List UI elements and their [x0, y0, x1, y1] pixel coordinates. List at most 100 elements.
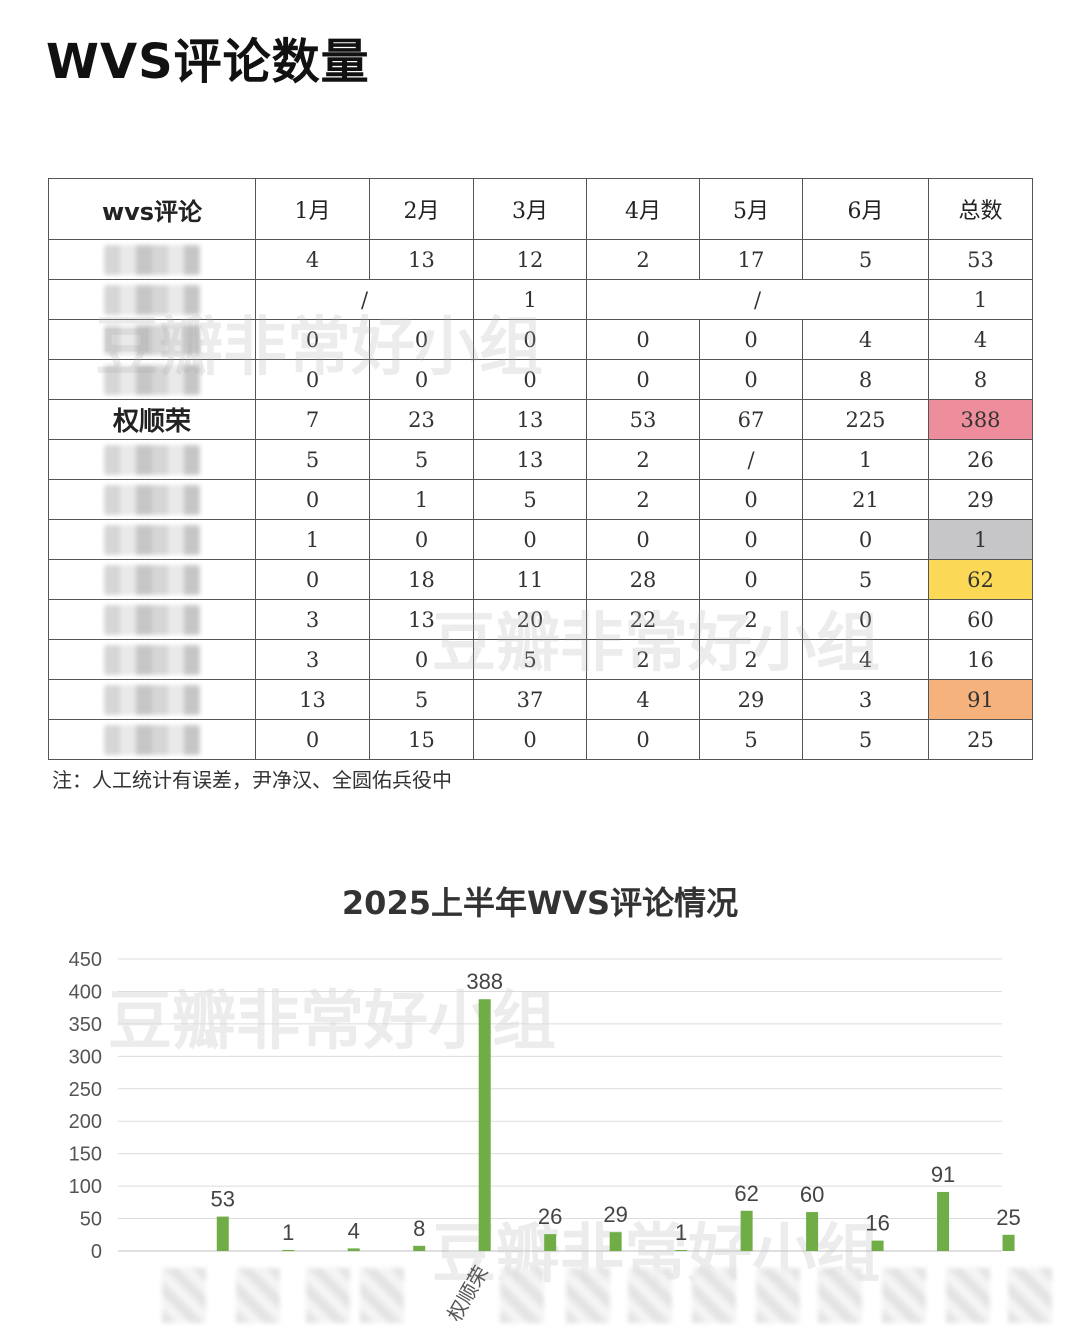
bar	[282, 1250, 295, 1251]
total-cell: 26	[928, 439, 1033, 480]
row-name-cell	[48, 719, 256, 760]
month-cell: 0	[586, 359, 700, 400]
total-cell: 53	[928, 239, 1033, 280]
month-cell: 0	[255, 359, 370, 400]
month-cell: 28	[586, 559, 700, 600]
blurred-name	[104, 604, 200, 635]
month-cell: 4	[802, 319, 929, 360]
total-cell: 62	[928, 559, 1033, 600]
month-cell: 22	[586, 599, 700, 640]
month-cell: 13	[369, 239, 474, 280]
month-cell: 1	[369, 479, 474, 520]
total-cell: 388	[928, 399, 1033, 440]
header-cell-total: 总数	[928, 178, 1033, 240]
blurred-x-label	[628, 1268, 672, 1323]
blurred-x-label	[756, 1268, 800, 1323]
month-cell: 1	[255, 519, 370, 560]
blurred-x-label	[818, 1268, 862, 1323]
comment-count-table: wvs评论 1月 2月 3月 4月 5月 6月 总数 4 13 12 2 17 5 53/1…	[48, 178, 1033, 760]
month-cell: 5	[802, 559, 929, 600]
total-cell: 1	[928, 279, 1033, 320]
blurred-x-label	[500, 1268, 544, 1323]
month-cell: 12	[473, 239, 587, 280]
y-tick-label: 200	[69, 1111, 102, 1133]
row-name-cell	[48, 679, 256, 720]
blurred-x-label	[692, 1268, 736, 1323]
row-name-cell	[48, 359, 256, 400]
month-cell: 0	[699, 519, 803, 560]
month-cell: 1	[473, 279, 587, 320]
data-label: 53	[211, 1187, 235, 1212]
month-cell: 0	[802, 599, 929, 640]
bar	[478, 999, 491, 1251]
month-cell: 0	[586, 319, 700, 360]
month-cell: 5	[473, 479, 587, 520]
month-cell: 0	[255, 719, 370, 760]
row-name-cell	[48, 639, 256, 680]
month-cell: 7	[255, 399, 370, 440]
bar	[347, 1248, 360, 1251]
row-name-cell	[48, 559, 256, 600]
header-cell-month: 5月	[699, 178, 803, 240]
blurred-x-label	[566, 1268, 610, 1323]
blurred-x-label	[882, 1268, 926, 1323]
blurred-name	[104, 724, 200, 755]
month-cell: 0	[369, 319, 474, 360]
row-name-cell	[48, 279, 256, 320]
blurred-name	[104, 644, 200, 675]
month-cell: /	[699, 439, 803, 480]
month-cell: 0	[255, 559, 370, 600]
month-cell: 0	[802, 519, 929, 560]
table-row: /1/1	[48, 279, 1033, 320]
blurred-x-label	[360, 1268, 404, 1323]
row-name-cell	[48, 519, 256, 560]
bar	[413, 1245, 426, 1251]
data-label: 25	[996, 1205, 1020, 1230]
blurred-name	[104, 284, 200, 315]
month-cell: 0	[369, 519, 474, 560]
chart-title: 2025上半年WVS评论情况	[341, 884, 739, 922]
month-cell: 37	[473, 679, 587, 720]
row-name-cell	[48, 479, 256, 520]
table-note: 注：人工统计有误差，尹净汉、全圆佑兵役中	[52, 768, 452, 792]
month-cell: 3	[802, 679, 929, 720]
page-title: WVS评论数量	[46, 34, 370, 90]
month-cell: 11	[473, 559, 587, 600]
month-cell: 20	[473, 599, 587, 640]
month-cell: 13	[255, 679, 370, 720]
month-cell: 13	[473, 399, 587, 440]
data-label: 60	[800, 1182, 824, 1207]
table-row: 13 5 37 4 29 3 91	[48, 679, 1033, 720]
row-name-cell	[48, 439, 256, 480]
blurred-name	[104, 244, 200, 275]
bar	[806, 1212, 819, 1251]
total-cell: 8	[928, 359, 1033, 400]
blurred-name	[104, 484, 200, 515]
month-cell: 2	[586, 479, 700, 520]
month-cell: 15	[369, 719, 474, 760]
header-cell-month: 1月	[255, 178, 370, 240]
blurred-name	[104, 444, 200, 475]
bar	[740, 1210, 753, 1251]
data-label: 62	[734, 1181, 758, 1206]
month-cell: 2	[699, 599, 803, 640]
blurred-name	[104, 684, 200, 715]
bar	[675, 1250, 688, 1251]
month-cell: /	[255, 279, 474, 320]
table-body: 4 13 12 2 17 5 53/1/1 0 0 0 0 0 4 4 0 0 0 0 0 8 8 权顺荣 7 23 13 53 6…	[48, 239, 1033, 760]
month-cell: 0	[699, 479, 803, 520]
month-cell: 4	[255, 239, 370, 280]
month-cell: 67	[699, 399, 803, 440]
month-cell: 5	[473, 639, 587, 680]
table-row: 0 18 11 28 0 5 62	[48, 559, 1033, 600]
header-cell-month: 2月	[369, 178, 474, 240]
month-cell: 0	[699, 359, 803, 400]
bar	[871, 1240, 884, 1251]
y-tick-label: 0	[91, 1241, 102, 1263]
total-cell: 60	[928, 599, 1033, 640]
data-label: 4	[348, 1218, 360, 1243]
header-cell-month: 6月	[802, 178, 929, 240]
month-cell: 0	[255, 319, 370, 360]
